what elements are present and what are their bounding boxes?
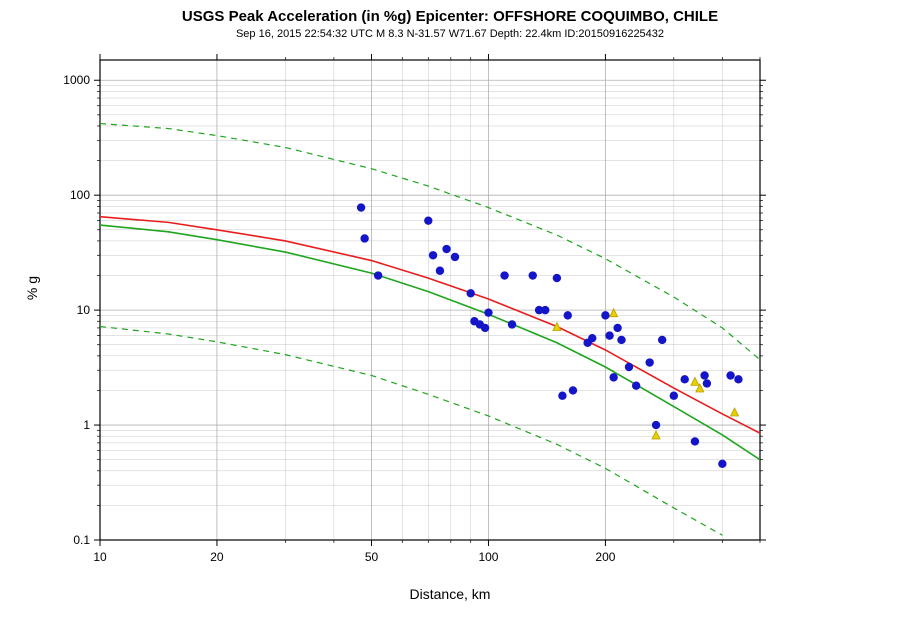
scatter-marker	[625, 363, 633, 371]
scatter-marker	[601, 311, 609, 319]
scatter-marker	[658, 336, 666, 344]
y-tick-label: 10	[40, 303, 90, 317]
scatter-marker	[360, 234, 368, 242]
scatter-marker	[553, 274, 561, 282]
x-tick-label: 10	[93, 550, 106, 564]
scatter-marker	[569, 386, 577, 394]
scatter-marker	[436, 267, 444, 275]
scatter-marker	[424, 216, 432, 224]
scatter-marker	[613, 324, 621, 332]
scatter-marker	[609, 373, 617, 381]
scatter-marker	[442, 245, 450, 253]
chart-svg	[0, 0, 900, 620]
y-tick-label: 0.1	[40, 533, 90, 547]
scatter-marker	[605, 331, 613, 339]
plot-container: USGS Peak Acceleration (in %g) Epicenter…	[0, 0, 900, 620]
scatter-marker	[374, 271, 382, 279]
y-tick-label: 1	[40, 418, 90, 432]
scatter-marker	[700, 371, 708, 379]
x-tick-label: 200	[595, 550, 615, 564]
scatter-marker	[617, 336, 625, 344]
scatter-marker	[541, 306, 549, 314]
scatter-marker	[429, 251, 437, 259]
scatter-marker	[564, 311, 572, 319]
scatter-marker	[484, 308, 492, 316]
x-tick-label: 100	[478, 550, 498, 564]
scatter-marker	[500, 271, 508, 279]
scatter-marker	[529, 271, 537, 279]
scatter-marker	[734, 375, 742, 383]
scatter-marker	[670, 392, 678, 400]
scatter-marker	[481, 324, 489, 332]
scatter-marker	[691, 437, 699, 445]
scatter-marker	[451, 253, 459, 261]
scatter-marker	[508, 320, 516, 328]
scatter-marker	[718, 460, 726, 468]
scatter-marker	[357, 203, 365, 211]
y-tick-label: 1000	[40, 73, 90, 87]
scatter-marker	[726, 371, 734, 379]
scatter-marker	[466, 289, 474, 297]
scatter-marker	[645, 358, 653, 366]
y-tick-label: 100	[40, 188, 90, 202]
x-tick-label: 50	[365, 550, 378, 564]
scatter-marker	[588, 334, 596, 342]
scatter-marker	[558, 392, 566, 400]
scatter-marker	[632, 382, 640, 390]
x-tick-label: 20	[210, 550, 223, 564]
scatter-marker	[703, 379, 711, 387]
scatter-marker	[681, 375, 689, 383]
scatter-marker	[652, 421, 660, 429]
